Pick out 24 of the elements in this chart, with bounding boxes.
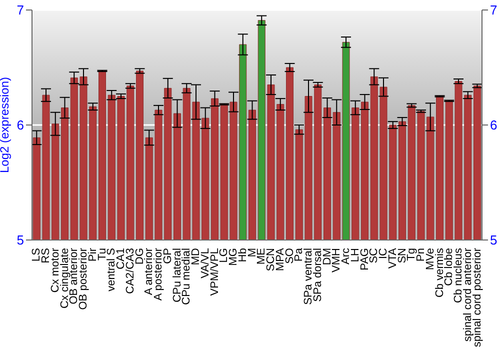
y-tick-label: 5 <box>16 232 24 248</box>
x-tick-label: A anterior <box>143 248 156 296</box>
x-tick-label: VMH <box>330 248 343 272</box>
y-tick-label: 6 <box>16 118 24 133</box>
x-tick-label: CA2/CA3 <box>124 248 136 294</box>
y-tick-label: 7 <box>16 2 24 18</box>
y2-tick-label: 5 <box>490 232 498 248</box>
x-tick-label: SPa dorsal <box>312 248 324 302</box>
x-tick-label: spinal cord posterior <box>471 248 484 348</box>
y-axis-title: Log2 (expression) <box>0 76 12 174</box>
x-tick-label: Hb <box>236 248 249 262</box>
x-tick-label: M <box>246 248 258 258</box>
x-tick-label: SN <box>396 248 408 264</box>
x-tick-label: Tg <box>406 248 418 261</box>
x-tick-label: CPu medial <box>180 248 193 305</box>
y2-tick-label: 7 <box>490 2 498 18</box>
x-tick-label: Cb lobe <box>443 248 456 286</box>
x-tick-label: VA/VL <box>199 248 212 278</box>
x-tick-label: Pa <box>293 247 306 262</box>
x-tick-label: SO <box>284 248 296 264</box>
x-tick-label: OB anterior <box>68 248 80 304</box>
x-tick-label: DG <box>134 248 146 264</box>
x-tick-label: DM <box>321 248 334 266</box>
y2-tick-label: 6 <box>490 118 498 133</box>
